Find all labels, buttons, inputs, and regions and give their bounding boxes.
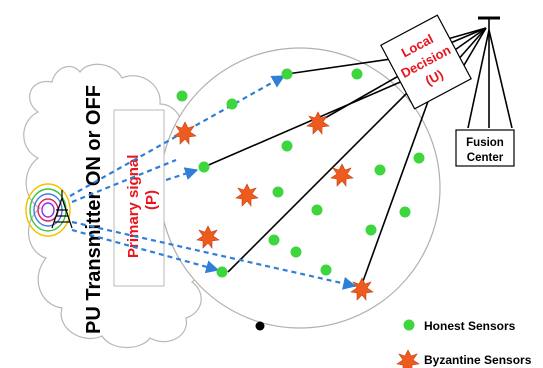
byzantine-sensor [196,225,220,249]
honest-sensor [272,186,284,198]
byzantine-sensor [173,121,197,145]
primary-signal-box: Primary signal (P) [113,109,165,287]
local-decision-line3: (U) [423,67,446,89]
boundary-node [255,321,265,331]
primary-signal-line2: (P) [143,190,160,210]
honest-sensor [374,164,386,176]
honest-sensor [216,266,228,278]
pu-tower-icon [51,190,73,229]
primary-signal-line1: Primary signal [125,155,142,258]
legend-honest-dot [403,319,415,331]
signal-arrows [69,75,357,290]
honest-sensor [311,204,323,216]
fusion-center-line2: Center [467,152,504,164]
honest-sensor [226,98,238,110]
honest-sensor [268,234,280,246]
legend-honest-label: Honest Sensors [424,319,516,333]
fusion-center-tower [467,16,513,129]
decision-lines [203,27,487,285]
honest-sensor [281,140,293,152]
sensing-area [159,47,441,329]
local-decision-box: Local Decision (U) [380,14,472,110]
honest-sensor [281,68,293,80]
honest-sensor [198,161,210,173]
honest-sensor [399,206,411,218]
honest-sensor [320,264,332,276]
fusion-center-line1: Fusion [466,137,504,149]
legend-byzantine-star [396,349,420,368]
honest-sensor [413,152,425,164]
honest-sensor [176,90,188,102]
byzantine-sensor [235,183,259,207]
honest-sensor [290,246,302,258]
byzantine-sensors [173,111,420,368]
honest-sensor [351,68,363,80]
honest-sensor [365,224,377,236]
byzantine-sensor [350,277,374,301]
honest-sensors [176,68,425,331]
byzantine-sensor [306,111,330,135]
fusion-center-box: Fusion Center [455,129,515,167]
byzantine-sensor [330,163,354,187]
pu-transmitter-label: PU Transmitter ON or OFF [83,85,105,334]
legend-byzantine-label: Byzantine Sensors [424,353,532,367]
